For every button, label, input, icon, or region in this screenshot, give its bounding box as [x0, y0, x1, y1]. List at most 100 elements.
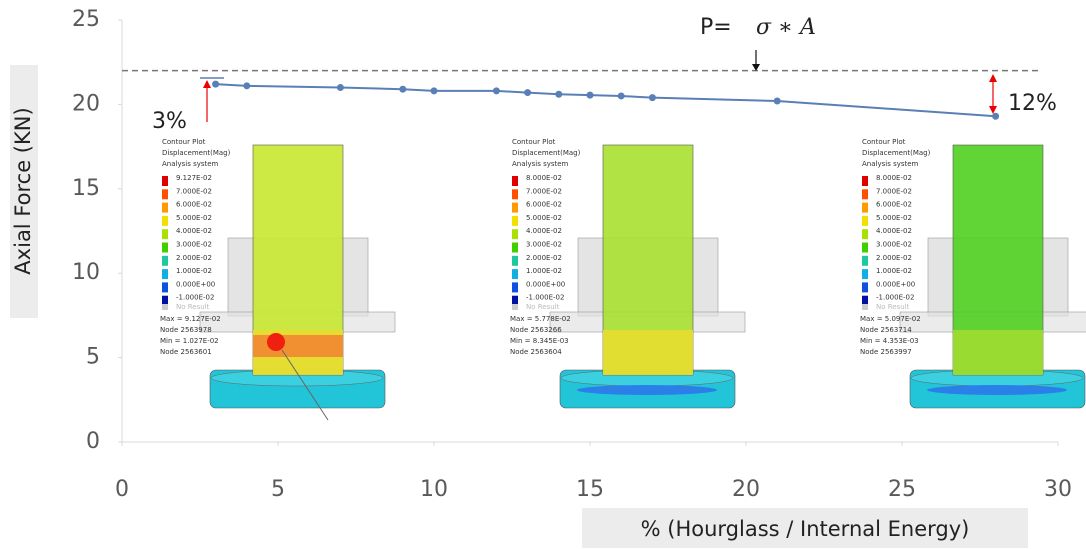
- inset-title: Displacement(Mag): [512, 149, 581, 157]
- legend-level: 2.000E-02: [876, 254, 912, 262]
- y-tick-label: 20: [72, 91, 100, 116]
- point: [212, 81, 219, 88]
- legend-level: 3.000E-02: [876, 241, 912, 249]
- legend-swatch: [862, 269, 868, 279]
- x-axis-label: % (Hourglass / Internal Energy): [641, 517, 970, 541]
- point: [618, 92, 625, 99]
- point: [524, 89, 531, 96]
- legend-swatch: [862, 216, 868, 226]
- inset-stat: Min = 4.353E-03: [860, 337, 919, 345]
- y-tick-label: 25: [72, 7, 100, 32]
- legend-level: 1.000E-02: [176, 267, 212, 275]
- legend-level: 5.000E-02: [876, 214, 912, 222]
- legend-level: 8.000E-02: [876, 174, 912, 182]
- legend-swatch: [162, 176, 168, 186]
- x-tick-label: 0: [115, 477, 129, 502]
- y-tick-label: 10: [72, 260, 100, 285]
- inset-stat: Max = 5.778E-02: [510, 315, 571, 323]
- point: [243, 82, 250, 89]
- inset-title: Contour Plot: [512, 138, 556, 146]
- inset-title: Analysis system: [162, 160, 219, 168]
- inset-stat: Node 2563266: [510, 326, 562, 334]
- legend-level: 3.000E-02: [526, 241, 562, 249]
- point: [992, 113, 999, 120]
- legend-swatch: [512, 269, 518, 279]
- legend-swatch: [162, 189, 168, 199]
- inset-stat: Max = 9.127E-02: [160, 315, 221, 323]
- legend-swatch: [162, 256, 168, 266]
- legend-level: 4.000E-02: [526, 227, 562, 235]
- inset-title: Contour Plot: [862, 138, 906, 146]
- y-tick-label: 15: [72, 176, 100, 201]
- force-label: P=: [700, 15, 732, 40]
- inset-stat: Node 2563978: [160, 326, 212, 334]
- y-tick-label: 5: [86, 345, 100, 370]
- hot-spot: [267, 333, 285, 351]
- no-result-swatch: [862, 304, 868, 310]
- legend-swatch: [512, 176, 518, 186]
- legend-swatch: [862, 243, 868, 253]
- x-tick-label: 5: [271, 477, 285, 502]
- x-tick-label: 15: [576, 477, 604, 502]
- inset-stat: Max = 5.097E-02: [860, 315, 921, 323]
- inset-stat: Node 2563601: [160, 348, 212, 356]
- legend-swatch: [862, 176, 868, 186]
- inset-title: Displacement(Mag): [862, 149, 931, 157]
- no-result: No Result: [876, 303, 910, 311]
- point: [399, 86, 406, 93]
- legend-swatch: [512, 203, 518, 213]
- legend-level: 3.000E-02: [176, 241, 212, 249]
- legend-level: -1.000E-02: [176, 294, 214, 302]
- legend-level: 0.000E+00: [176, 280, 215, 288]
- point: [337, 84, 344, 91]
- legend-level: 6.000E-02: [526, 201, 562, 209]
- legend-level: -1.000E-02: [526, 294, 564, 302]
- legend-swatch: [862, 189, 868, 199]
- x-tick-label: 30: [1044, 477, 1072, 502]
- inset-title: Displacement(Mag): [162, 149, 231, 157]
- inset-stat: Node 2563714: [860, 326, 912, 334]
- no-result-swatch: [162, 304, 168, 310]
- left-gap: 3%: [152, 109, 187, 134]
- inset-stat: Min = 8.345E-03: [510, 337, 569, 345]
- legend-level: 7.000E-02: [526, 187, 562, 195]
- point: [493, 87, 500, 94]
- no-result-swatch: [512, 304, 518, 310]
- legend-level: 6.000E-02: [176, 201, 212, 209]
- point: [774, 98, 781, 105]
- base-blue: [577, 385, 717, 395]
- point: [431, 87, 438, 94]
- x-tick-label: 25: [888, 477, 916, 502]
- legend-swatch: [512, 243, 518, 253]
- force-formula: σ ∗ A: [756, 15, 816, 40]
- cylinder-lower: [953, 330, 1043, 375]
- legend-swatch: [512, 256, 518, 266]
- legend-level: 4.000E-02: [176, 227, 212, 235]
- legend-level: 8.000E-02: [526, 174, 562, 182]
- legend-swatch: [862, 229, 868, 239]
- legend-swatch: [162, 203, 168, 213]
- inset-stat: Min = 1.027E-02: [160, 337, 219, 345]
- legend-swatch: [512, 189, 518, 199]
- cylinder-lower: [603, 330, 693, 375]
- contour-plot: Contour Plot Displacement(Mag) Analysis sy…: [860, 138, 1086, 408]
- legend-level: 0.000E+00: [876, 280, 915, 288]
- right-gap: 12%: [1008, 91, 1057, 116]
- base-blue: [927, 385, 1067, 395]
- legend-swatch: [862, 203, 868, 213]
- x-tick-label: 20: [732, 477, 760, 502]
- hot-band: [253, 335, 343, 357]
- legend-level: 7.000E-02: [176, 187, 212, 195]
- legend-swatch: [162, 216, 168, 226]
- chart: Axial Force (KN) % (Hourglass / Internal…: [0, 0, 1086, 549]
- series-line: [216, 84, 996, 116]
- point: [587, 92, 594, 99]
- legend-swatch: [162, 282, 168, 292]
- inset-title: Analysis system: [862, 160, 919, 168]
- left-arrowhead: [203, 80, 211, 88]
- no-result: No Result: [526, 303, 560, 311]
- legend-swatch: [162, 243, 168, 253]
